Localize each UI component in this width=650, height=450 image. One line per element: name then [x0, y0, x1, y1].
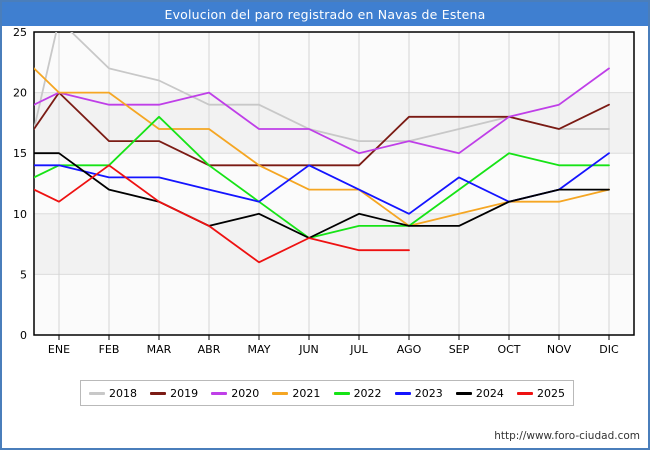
y-axis-tick-label: 5	[20, 268, 27, 281]
x-axis-tick-label: NOV	[547, 343, 572, 356]
y-axis-tick-label: 25	[13, 26, 27, 39]
y-axis-tick-label: 15	[13, 147, 27, 160]
plot-area: 0 5 10 15 20 25 ENE FEB MAR ABR MAY JUN JUL AGO SEP OCT…	[2, 26, 648, 356]
plot-border	[33, 31, 635, 336]
x-axis-tick-label: FEB	[99, 343, 120, 356]
legend-swatch-icon	[89, 391, 105, 395]
legend-label: 2024	[475, 386, 504, 400]
legend-label: 2023	[414, 386, 443, 400]
y-axis-tick-label: 20	[13, 87, 27, 100]
series-group	[34, 32, 610, 264]
x-axis-tick-label: AGO	[397, 343, 422, 356]
x-axis-tick-label: ENE	[48, 343, 70, 356]
x-axis-tick-label: MAR	[147, 343, 172, 356]
legend-entry-2019[interactable]: 2019	[150, 387, 198, 400]
window-title-bar: Evolucion del paro registrado en Navas d…	[2, 2, 648, 26]
legend-swatch-icon	[211, 391, 228, 395]
legend-entry-2023[interactable]: 2023	[394, 386, 443, 400]
plot-background	[34, 32, 634, 335]
legend-swatch-icon	[333, 391, 350, 395]
legend-swatch-icon	[516, 391, 533, 395]
legend-label: 2018	[109, 386, 137, 400]
x-axis-tick-label: MAY	[248, 343, 271, 356]
legend-label: 2021	[292, 386, 321, 400]
legend-entry-2025[interactable]: 2025	[516, 386, 565, 400]
legend-entry-2018[interactable]: 2018	[89, 387, 137, 400]
series-line-2025	[34, 164, 410, 264]
legend-entry-2024[interactable]: 2024	[455, 386, 504, 400]
legend-label: 2019	[170, 386, 199, 400]
legend-label: 2020	[231, 386, 260, 400]
x-axis-tick-label: OCT	[497, 343, 520, 356]
series-line-2020	[34, 67, 610, 155]
x-axis-tick-label: DIC	[599, 343, 619, 356]
legend-entry-2020[interactable]: 2020	[211, 387, 259, 400]
x-axis-tick-label: JUL	[349, 343, 368, 356]
source-url: http://www.foro-ciudad.com	[494, 430, 640, 442]
line-chart: 0 5 10 15 20 25 ENE FEB MAR ABR MAY JUN JUL AGO SEP OCT…	[13, 26, 635, 356]
x-axis-tick-label: JUN	[298, 343, 319, 356]
legend-entry-2021[interactable]: 2021	[272, 387, 320, 400]
page-title: Evolucion del paro registrado en Navas d…	[164, 6, 486, 22]
grid-band	[34, 92, 634, 154]
legend-swatch-icon	[455, 391, 472, 395]
legend-swatch-icon	[150, 391, 167, 395]
x-axis-tick-label: ABR	[198, 343, 221, 356]
chart-legend: 2018 2019 2020 2021 2022 2023 2024 2025	[80, 380, 574, 406]
legend-entry-2022[interactable]: 2022	[333, 386, 382, 400]
y-axis-tick-label: 10	[13, 208, 27, 221]
x-axis-tick-label: SEP	[449, 343, 470, 356]
legend-swatch-icon	[272, 391, 289, 395]
legend-label: 2022	[353, 386, 382, 400]
legend-label: 2025	[536, 386, 565, 400]
y-axis-tick-label: 0	[20, 329, 27, 342]
legend-swatch-icon	[394, 391, 411, 395]
